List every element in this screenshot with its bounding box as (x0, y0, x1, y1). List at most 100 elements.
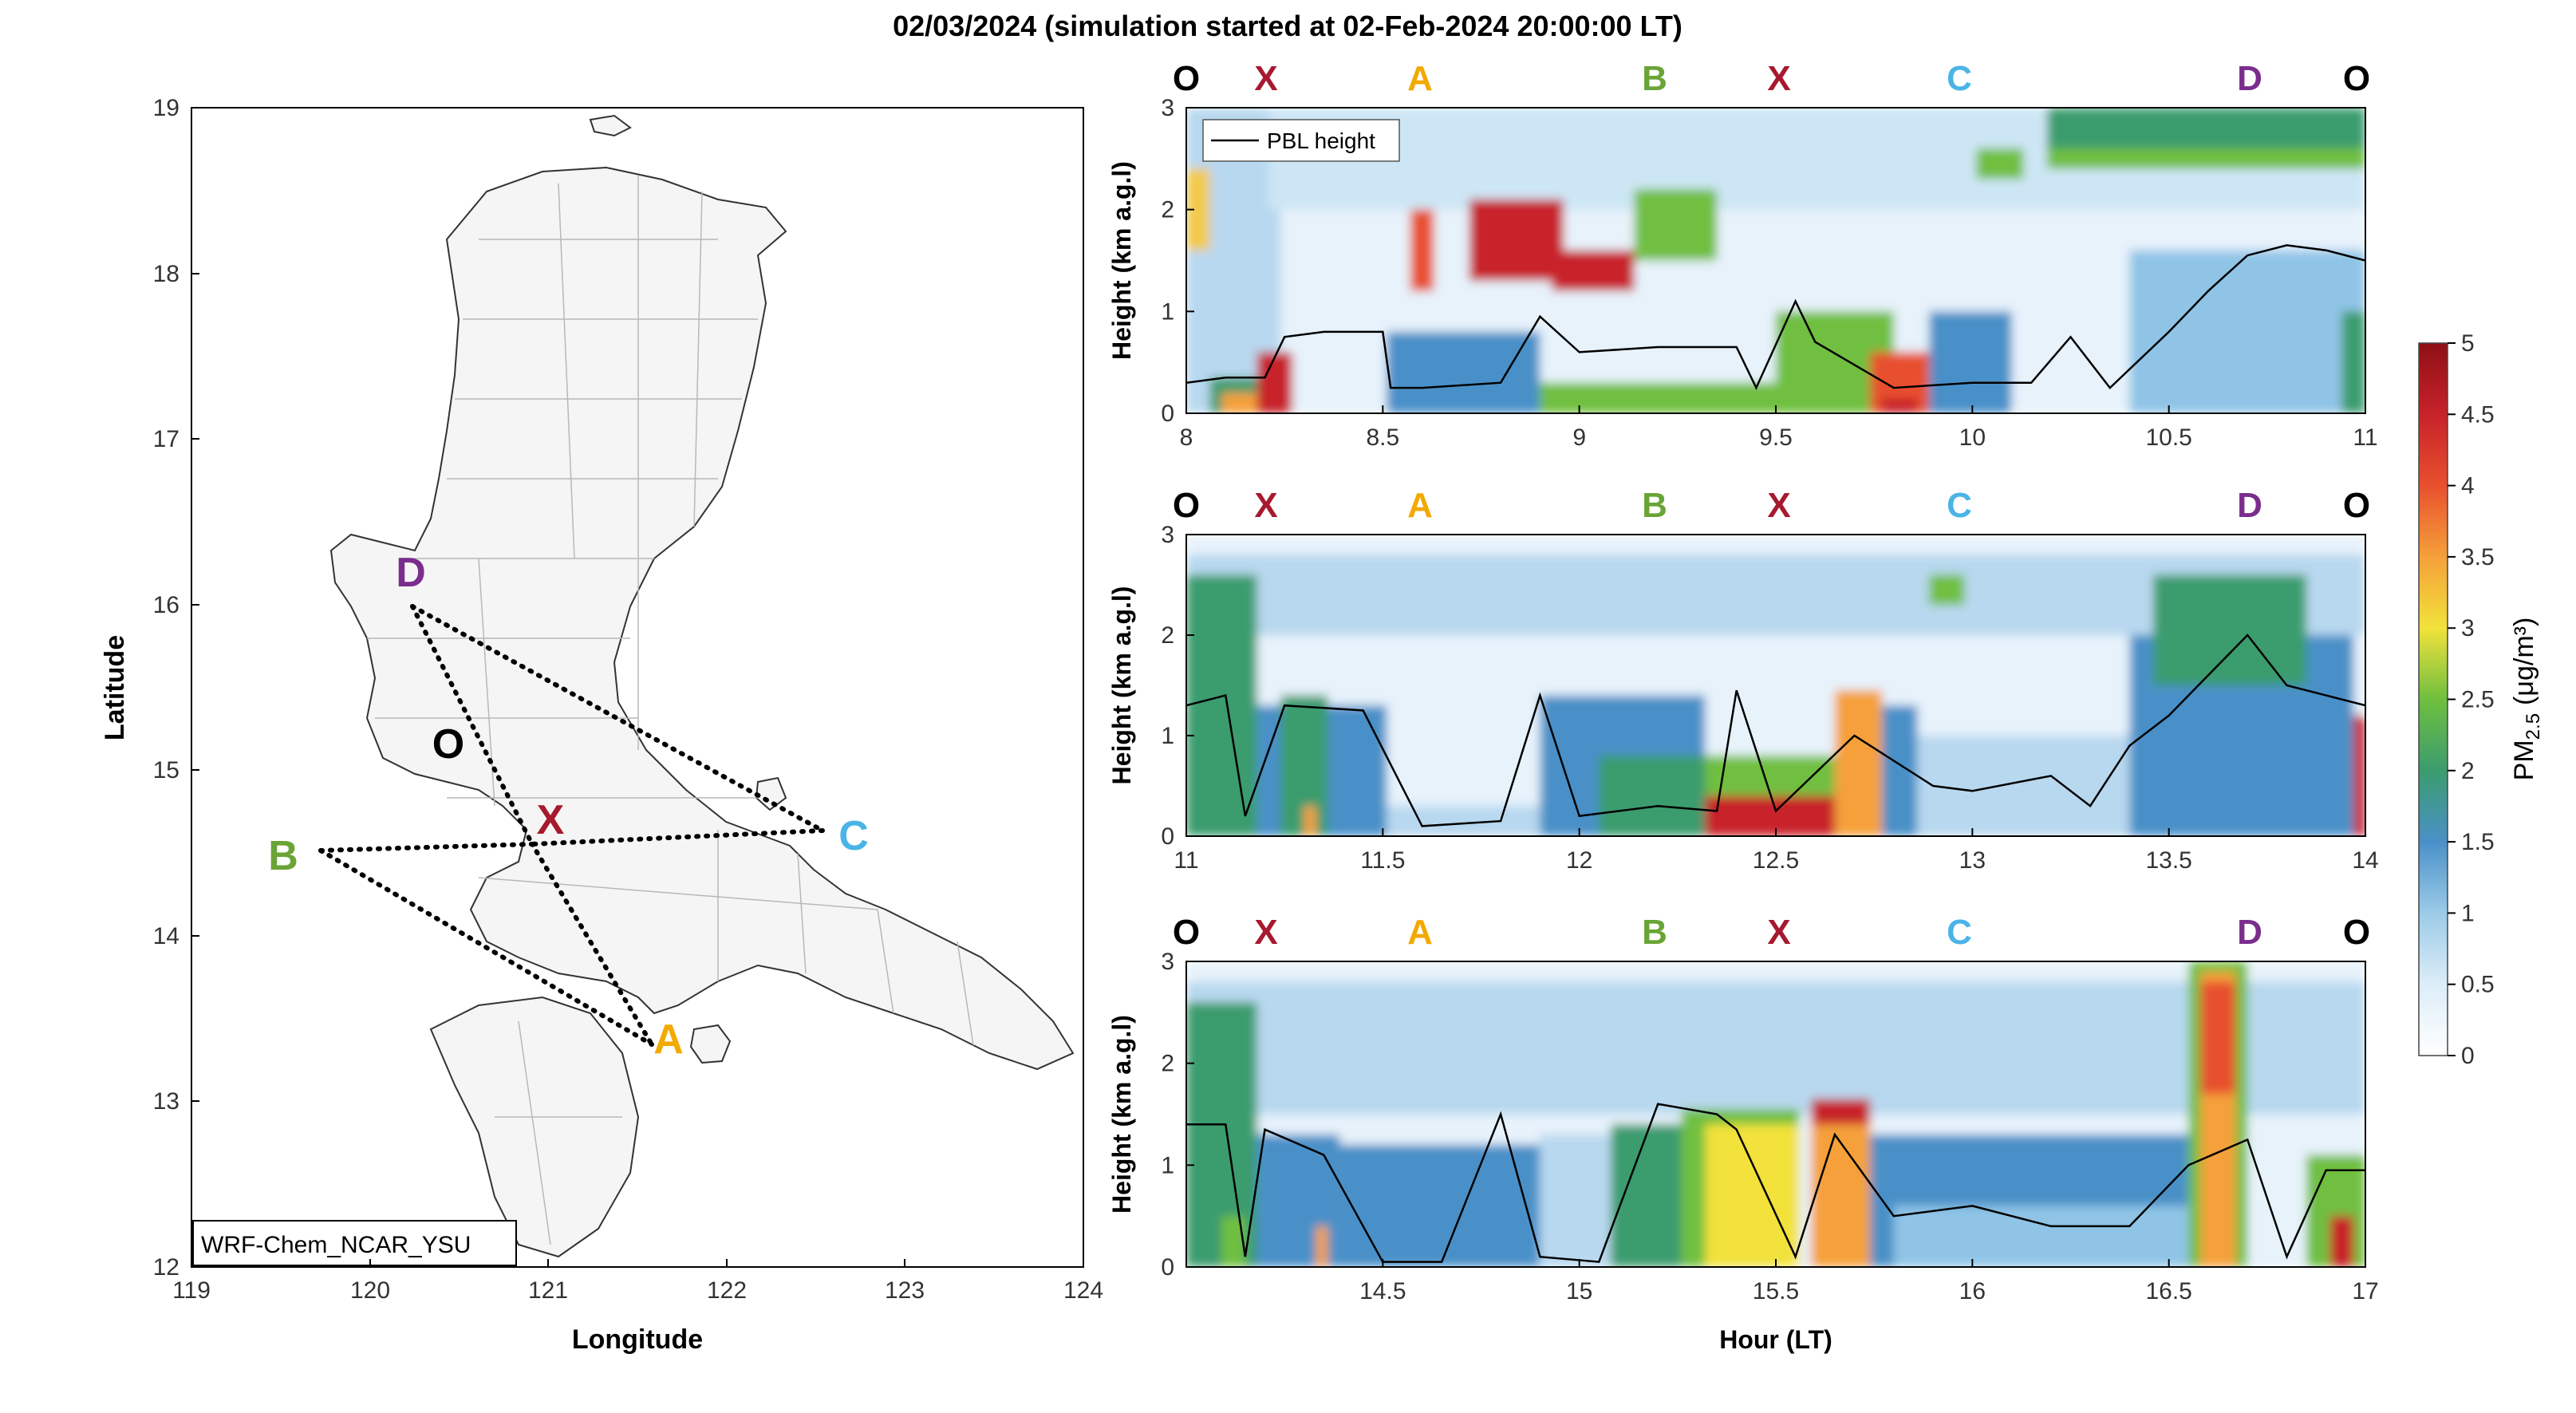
site-label-b: B (1642, 913, 1667, 952)
colorbar-label-sub: 2.5 (2523, 713, 2544, 740)
heatmap-cell (1882, 705, 1918, 836)
colorbar: 00.511.522.533.544.55 PM2.5(μg/m³) (2418, 330, 2544, 1069)
heatmap-cell (1186, 981, 2365, 1115)
colorbar-tick-label: 1.5 (2461, 829, 2495, 855)
colorbar-tick-label: 2 (2461, 758, 2475, 784)
ytick-label: 1 (1161, 298, 1174, 325)
heatmap-cell (1410, 209, 1434, 291)
site-label-b: B (1642, 59, 1667, 98)
xtick-label: 11 (2353, 424, 2377, 451)
heatmap-cells (1186, 535, 2365, 836)
site-label-a: A (1407, 486, 1433, 525)
heatmap-cell (1540, 1135, 1611, 1267)
mindoro-island (429, 996, 640, 1258)
heatmap-cell (1221, 1216, 1245, 1267)
heatmap-cell (1705, 795, 1835, 836)
heatmap-cell (2341, 311, 2365, 413)
map-xlabel: Longitude (572, 1324, 703, 1355)
heatmap-cell (1339, 1144, 1540, 1267)
ytick-label: 1 (1161, 1152, 1174, 1178)
heatmap-cell (1811, 1099, 1871, 1125)
xtick-label: 12 (1566, 847, 1592, 874)
xtick-label: 16 (1959, 1278, 1986, 1304)
heatmap-cell (2152, 574, 2307, 685)
flight-track (318, 604, 825, 1047)
xtick-label: 12.5 (1753, 847, 1799, 874)
ytick-label: 0 (1161, 401, 1174, 427)
site-label-x: X (1254, 913, 1277, 952)
site-label-o: O (2343, 913, 2370, 952)
heatmap-cell (1811, 1103, 1871, 1267)
xtick-label: 11 (1174, 847, 1198, 874)
heatmap-cell (1186, 574, 1257, 836)
heatmap-cell (2200, 981, 2236, 1094)
heatmap-cells (1186, 961, 2365, 1267)
map-point-label-a: A (653, 1016, 684, 1063)
colorbar-tick-label: 2.5 (2461, 687, 2495, 713)
heatmap-cell (1387, 331, 1540, 413)
colorbar-tick-label: 3 (2461, 615, 2475, 641)
heatmap-cell (1634, 189, 1718, 261)
heatmap-field (1186, 535, 2365, 836)
colorbar-tick-label: 4.5 (2461, 401, 2495, 428)
colorbar-gradient (2418, 342, 2448, 1056)
heatmap-cell (2129, 250, 2365, 413)
site-label-x: X (1767, 59, 1790, 98)
site-label-x: X (1254, 59, 1277, 98)
xtick-label: 10 (1959, 424, 1986, 451)
heatmap-cell (1976, 148, 2024, 180)
panel-ylabel: Height (km a.g.l) (1107, 1015, 1136, 1214)
map-xtick: 124 (1063, 1277, 1103, 1304)
site-label-o: O (2343, 486, 2370, 525)
height-time-panel-1: 0 1 2 3 8 8.5 9 9.5 10 10.5 11 Height (km a.g.l) O X A… (1107, 59, 2378, 451)
map-ylabel: Latitude (100, 635, 130, 740)
province-boundaries (367, 176, 974, 1245)
heatmap-cell (1882, 397, 1918, 413)
site-label-d: D (2237, 486, 2262, 525)
site-label-b: B (1642, 486, 1667, 525)
heatmap-cell (1893, 1206, 2189, 1267)
small-island (589, 114, 632, 137)
map-point-label-d: D (396, 550, 426, 596)
heatmap-cell (1834, 690, 1883, 836)
heatmap-cell (2329, 1216, 2354, 1267)
map-panel: D O X B C A WRF-Chem_NCAR_YSU 119 120 12… (100, 95, 1103, 1355)
heatmap-cell (2046, 108, 2365, 149)
map-xtick: 122 (707, 1277, 747, 1304)
colorbar-tick-label: 0.5 (2461, 972, 2495, 998)
ytick-label: 0 (1161, 1254, 1174, 1281)
xtick-label: 14 (2352, 847, 2378, 874)
site-label-c: C (1947, 913, 1972, 952)
ytick-label: 3 (1161, 95, 1174, 121)
colorbar-tick-label: 0 (2461, 1043, 2475, 1069)
pbl-height-line (1186, 633, 2365, 827)
colorbar-ticks: 0 0.5 1 1.5 2 2.5 3 3.5 4 4.5 5 (2448, 330, 2495, 1069)
figure-title: 02/03/2024 (simulation started at 02-Feb… (893, 10, 1682, 42)
site-label-x: X (1254, 486, 1277, 525)
map-xtick: 123 (885, 1277, 925, 1304)
xtick-label: 13 (1959, 847, 1986, 874)
heatmap-cells (1186, 108, 2365, 413)
model-label-box (192, 1220, 517, 1266)
heatmap-field (1186, 961, 2365, 1267)
xtick-label: 9 (1572, 424, 1586, 451)
heatmap-cell (1316, 1226, 1328, 1267)
map-ytick: 17 (153, 426, 179, 452)
site-label-o: O (2343, 59, 2370, 98)
legend-label: PBL height (1267, 128, 1375, 153)
heatmap-cell (1611, 1124, 1682, 1267)
map-ytick: 19 (153, 95, 179, 121)
map-point-label-c: C (838, 813, 869, 859)
ytick-label: 1 (1161, 723, 1174, 749)
height-time-panel-3: 0 1 2 3 14.5 15 15.5 16 16.5 17 Height (km a.g.l) O… (1107, 913, 2379, 1304)
xtick-label: 13.5 (2145, 847, 2191, 874)
map-point-label-x: X (537, 797, 565, 843)
heatmap-field (1186, 108, 2365, 413)
ytick-label: 2 (1161, 622, 1174, 649)
site-label-c: C (1947, 59, 1972, 98)
xtick-label: 14.5 (1359, 1278, 1406, 1304)
ytick-label: 0 (1161, 823, 1174, 850)
colorbar-tick-label: 4 (2461, 473, 2475, 499)
colorbar-label-main: PM (2509, 740, 2539, 780)
